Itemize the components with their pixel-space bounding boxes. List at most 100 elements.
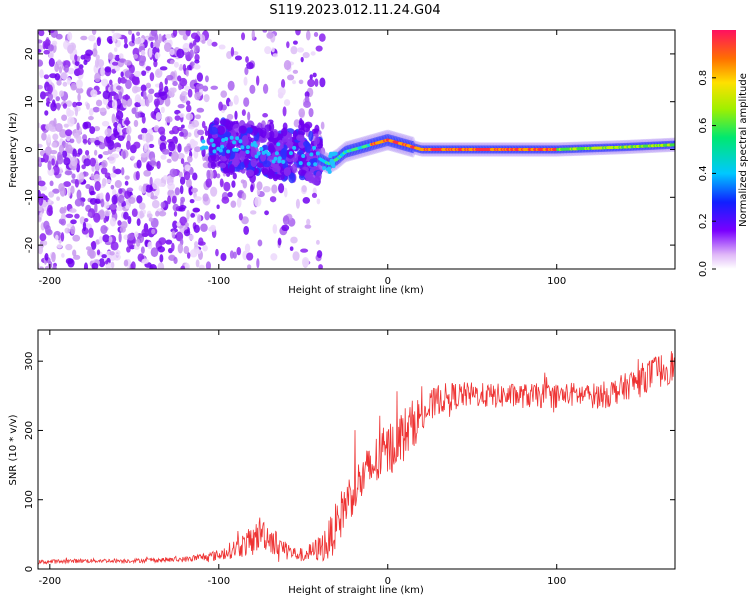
speckle bbox=[154, 52, 160, 60]
speckle bbox=[244, 243, 251, 253]
speckle bbox=[271, 159, 276, 164]
speckle bbox=[260, 153, 267, 162]
speckle bbox=[87, 211, 93, 217]
speckle bbox=[110, 84, 114, 93]
speckle bbox=[155, 210, 160, 217]
speckle bbox=[173, 210, 178, 217]
speckle bbox=[295, 198, 300, 209]
y-tick-label: -10 bbox=[24, 189, 35, 205]
speckle bbox=[295, 30, 301, 36]
speckle bbox=[309, 152, 314, 157]
x-tick-label: -200 bbox=[38, 576, 61, 587]
speckle bbox=[93, 173, 101, 184]
speckle bbox=[80, 35, 88, 41]
speckle bbox=[238, 125, 247, 134]
speckle bbox=[87, 116, 94, 121]
speckle bbox=[241, 32, 246, 41]
speckle bbox=[88, 34, 96, 42]
speckle bbox=[127, 233, 135, 241]
speckle bbox=[110, 241, 119, 251]
speckle bbox=[64, 170, 73, 176]
speckle bbox=[133, 119, 139, 128]
speckle bbox=[128, 196, 136, 204]
speckle bbox=[201, 120, 206, 129]
speckle bbox=[232, 123, 241, 133]
speckle bbox=[282, 215, 290, 226]
speckle bbox=[252, 140, 257, 145]
speckle bbox=[117, 77, 122, 85]
speckle bbox=[49, 180, 54, 187]
speckle bbox=[250, 184, 254, 193]
snr-y-axis-label: SNR (10 * v/v) bbox=[8, 414, 19, 485]
speckle bbox=[314, 78, 319, 87]
speckle bbox=[149, 160, 157, 166]
speckle bbox=[52, 188, 60, 194]
y-tick-label: 0 bbox=[24, 566, 35, 572]
speckle bbox=[67, 186, 71, 197]
speckle bbox=[43, 49, 50, 55]
speckle bbox=[83, 59, 88, 66]
speckle bbox=[244, 66, 249, 76]
speckle bbox=[127, 215, 132, 225]
speckle bbox=[281, 224, 290, 232]
speckle bbox=[163, 175, 168, 180]
speckle bbox=[283, 99, 291, 107]
speckle bbox=[180, 265, 186, 269]
speckle bbox=[59, 129, 67, 138]
colorbar-label: Normalized spectral amplitude bbox=[738, 73, 749, 227]
speckle bbox=[63, 181, 71, 188]
speckle bbox=[232, 172, 237, 180]
speckle bbox=[151, 199, 160, 209]
speckle bbox=[164, 85, 169, 94]
speckle bbox=[173, 61, 179, 68]
speckle bbox=[76, 67, 84, 76]
speckle bbox=[147, 241, 153, 250]
colorbar-tick-label: 0.4 bbox=[698, 165, 709, 181]
speckle bbox=[246, 62, 254, 70]
speckle bbox=[65, 213, 74, 219]
speckle bbox=[67, 116, 75, 127]
speckle bbox=[98, 142, 106, 150]
speckle bbox=[66, 223, 73, 228]
speckle bbox=[304, 91, 310, 98]
speckle bbox=[209, 126, 219, 135]
speckle bbox=[70, 219, 77, 225]
speckle bbox=[67, 31, 73, 41]
speckle bbox=[251, 30, 256, 40]
speckle bbox=[46, 207, 53, 217]
speckle bbox=[140, 246, 145, 254]
speckle bbox=[296, 134, 305, 142]
speckle bbox=[62, 150, 68, 158]
speckle bbox=[131, 33, 135, 44]
speckle bbox=[159, 81, 164, 92]
speckle bbox=[216, 125, 226, 136]
speckle bbox=[220, 252, 227, 262]
speckle bbox=[297, 149, 304, 156]
snr-frame bbox=[37, 329, 676, 570]
speckle bbox=[209, 213, 216, 220]
speckle bbox=[230, 46, 235, 57]
speckle bbox=[264, 46, 272, 55]
speckle bbox=[134, 231, 139, 238]
speckle bbox=[177, 75, 182, 82]
speckle bbox=[143, 169, 152, 177]
speckle bbox=[211, 41, 218, 47]
speckle bbox=[194, 114, 202, 120]
speckle bbox=[60, 71, 68, 80]
speckle bbox=[196, 213, 202, 224]
speckle bbox=[243, 158, 250, 166]
speckle bbox=[243, 97, 250, 107]
speckle bbox=[241, 192, 247, 201]
speckle bbox=[269, 196, 277, 203]
speckle bbox=[43, 74, 50, 80]
speckle bbox=[116, 98, 122, 109]
speckle bbox=[76, 189, 82, 200]
speckle bbox=[211, 143, 216, 148]
speckle bbox=[226, 113, 234, 121]
speckle bbox=[63, 157, 71, 166]
speckle bbox=[315, 170, 322, 182]
speckle bbox=[83, 158, 91, 167]
speckle bbox=[183, 229, 191, 237]
speckle bbox=[39, 233, 47, 242]
speckle bbox=[204, 130, 209, 137]
